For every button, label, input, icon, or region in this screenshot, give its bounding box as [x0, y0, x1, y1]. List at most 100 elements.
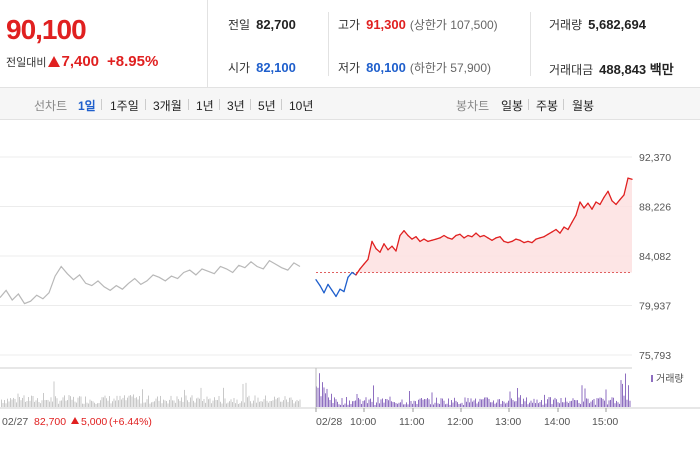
- period-3y-button[interactable]: 3년: [227, 99, 245, 113]
- today-price-segment: [511, 238, 517, 243]
- candle-weekly-button[interactable]: 주봉: [536, 99, 559, 113]
- volume-bar: [149, 403, 151, 407]
- candle-monthly-button[interactable]: 월봉: [572, 99, 595, 113]
- today-price-segment: [615, 198, 621, 206]
- volume-bar: [248, 395, 250, 407]
- volume-bar: [482, 399, 484, 407]
- volume-bar: [86, 402, 88, 407]
- volume-bar: [184, 389, 185, 407]
- period-10y-button[interactable]: 10년: [289, 99, 314, 113]
- today-price-segment: [411, 236, 417, 240]
- prev-day-close: 82,700: [34, 416, 66, 428]
- stat-open: 시가 82,100: [228, 59, 296, 76]
- volume-bar: [586, 398, 587, 407]
- volume-bar: [481, 399, 482, 407]
- volume-bar: [365, 397, 367, 407]
- volume-bar: [185, 395, 187, 407]
- volume-bar: [563, 402, 565, 407]
- prev-day-up-triangle-icon: [71, 417, 79, 424]
- stat-prev-close-value: 82,700: [256, 17, 296, 32]
- volume-bar: [181, 397, 182, 407]
- today-price-segment: [507, 240, 513, 244]
- volume-bar: [115, 400, 116, 407]
- volume-bar: [464, 397, 466, 407]
- volume-bar: [52, 401, 53, 407]
- period-1d-button[interactable]: 1일: [78, 99, 96, 113]
- volume-bar: [385, 398, 386, 407]
- volume-bar: [337, 401, 338, 407]
- volume-bar: [293, 403, 295, 407]
- volume-bar: [262, 401, 263, 407]
- volume-bar: [625, 373, 626, 407]
- volume-bar: [172, 400, 173, 407]
- volume-bar: [79, 396, 80, 407]
- x-axis-label: 10:00: [350, 416, 376, 428]
- volume-bar: [215, 399, 217, 407]
- volume-bar: [496, 402, 497, 407]
- price-chart[interactable]: 92,370 88,226 84,082 79,937 75,793 거래량 02/28…: [0, 120, 700, 450]
- volume-bar: [167, 403, 169, 407]
- volume-bar: [415, 401, 416, 407]
- today-price-segment: [579, 201, 585, 209]
- stat-low-value: 80,100: [366, 60, 406, 75]
- volume-bar: [437, 403, 439, 407]
- volume-bar: [46, 400, 47, 407]
- volume-bar: [413, 400, 415, 407]
- volume-bar: [461, 402, 463, 407]
- volume-bar: [484, 397, 485, 407]
- candle-daily-button[interactable]: 일봉: [501, 99, 524, 113]
- volume-bar: [434, 402, 436, 407]
- today-price-segment: [379, 243, 385, 253]
- today-price-segment: [563, 226, 569, 231]
- volume-bar: [170, 395, 172, 407]
- today-above-reference-area: [316, 178, 632, 273]
- volume-bar: [455, 400, 457, 407]
- volume-bar: [535, 403, 536, 407]
- volume-bar: [284, 396, 286, 407]
- volume-bar: [67, 400, 68, 407]
- volume-bar: [380, 399, 382, 407]
- x-axis-label: 14:00: [544, 416, 570, 428]
- volume-bar: [260, 401, 262, 407]
- volume-legend-swatch: [651, 375, 653, 382]
- volume-bar: [347, 404, 349, 407]
- volume-bar: [602, 398, 604, 407]
- today-price-segment: [591, 201, 597, 210]
- volume-bar: [332, 403, 334, 407]
- volume-bar: [391, 401, 392, 407]
- volume-bar: [544, 394, 545, 407]
- volume-bar: [356, 393, 358, 407]
- volume-bar: [10, 398, 11, 407]
- price-block: 90,100 전일대비 7,400 +8.95%: [0, 0, 208, 88]
- volume-bar: [230, 399, 232, 407]
- today-price-segment: [555, 228, 561, 234]
- today-price-segment: [607, 190, 613, 202]
- volume-bar: [335, 399, 337, 407]
- volume-bar: [452, 402, 454, 407]
- volume-bar: [197, 397, 199, 407]
- volume-bar: [560, 398, 562, 407]
- today-price-segment: [483, 234, 489, 239]
- period-5y-button[interactable]: 5년: [258, 99, 276, 113]
- today-price-segment: [395, 234, 401, 252]
- period-1y-button[interactable]: 1년: [196, 99, 214, 113]
- volume-bar: [509, 391, 511, 407]
- volume-bar: [436, 397, 437, 407]
- volume-bar: [613, 397, 614, 407]
- period-1w-button[interactable]: 1주일: [110, 99, 139, 113]
- volume-bar: [59, 400, 61, 407]
- period-3m-button[interactable]: 3개월: [153, 99, 182, 113]
- volume-bar: [329, 399, 331, 407]
- volume-bar: [256, 402, 257, 407]
- volume-bar: [80, 396, 82, 407]
- volume-bar: [469, 402, 470, 407]
- volume-bar: [11, 399, 13, 407]
- today-price-segment: [387, 245, 393, 251]
- stat-open-value: 82,100: [256, 60, 296, 75]
- volume-bar: [520, 395, 521, 407]
- separator: [528, 99, 529, 110]
- volume-bar: [379, 403, 380, 407]
- volume-bar: [406, 402, 407, 407]
- volume-bar: [71, 399, 73, 407]
- volume-bar: [175, 402, 176, 407]
